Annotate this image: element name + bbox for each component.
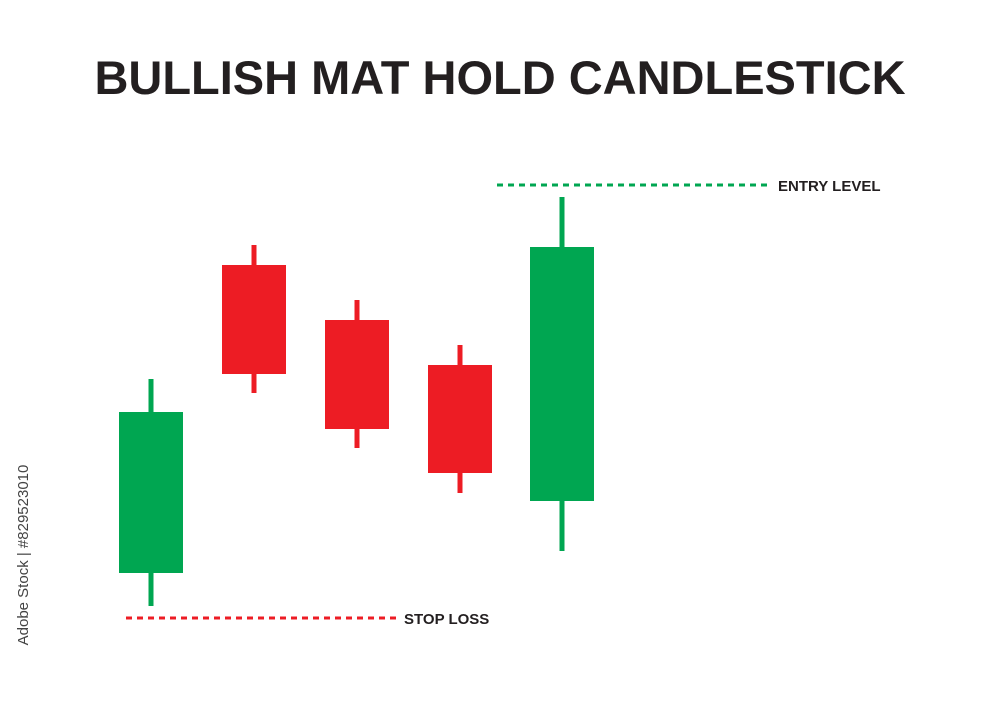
candle-body [119, 412, 183, 573]
candle-body [428, 365, 492, 473]
candle-body [222, 265, 286, 374]
stop-label: STOP LOSS [404, 611, 489, 628]
candle-body [530, 247, 594, 501]
watermark: Adobe Stock | #829523010 [15, 465, 32, 646]
candle-body [325, 320, 389, 429]
entry-label: ENTRY LEVEL [778, 178, 881, 195]
candles [119, 197, 594, 606]
title: BULLISH MAT HOLD CANDLESTICK [94, 51, 905, 104]
